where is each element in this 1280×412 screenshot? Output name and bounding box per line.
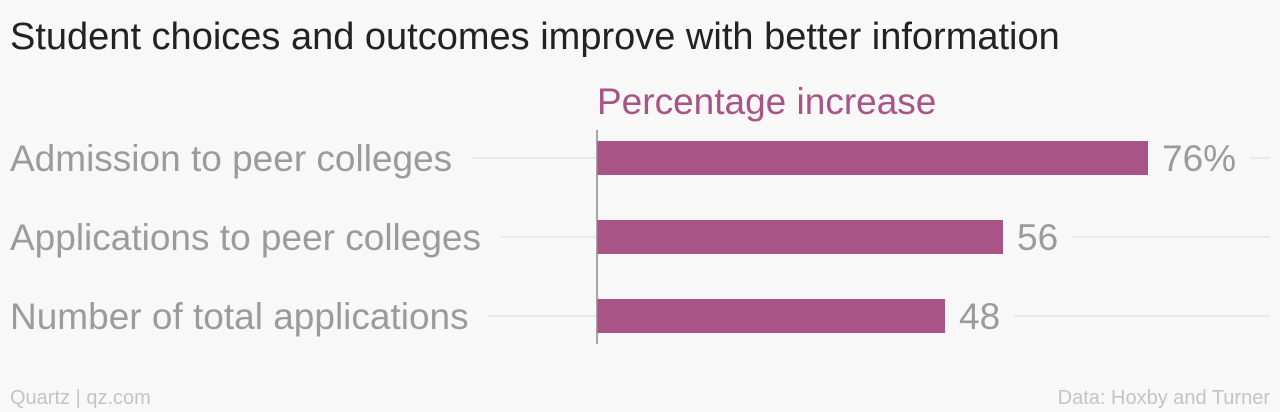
data-label: 56 (1017, 217, 1058, 258)
category-label: Number of total applications (10, 296, 469, 337)
bars-group (597, 141, 1148, 333)
bar (597, 141, 1148, 175)
bar (597, 220, 1003, 254)
category-label: Applications to peer colleges (10, 217, 481, 258)
data-label: 48 (959, 296, 1000, 337)
source-credit: Quartz | qz.com (10, 387, 151, 409)
bar (597, 299, 945, 333)
category-label: Admission to peer colleges (10, 138, 452, 179)
chart-title: Student choices and outcomes improve wit… (10, 16, 1060, 58)
category-labels: Admission to peer colleges Applications t… (10, 138, 481, 337)
gridlines (472, 157, 1270, 317)
data-source: Data: Hoxby and Turner (1058, 387, 1271, 409)
value-axis-label: Percentage increase (597, 81, 936, 122)
data-label: 76% (1162, 138, 1236, 179)
data-labels: 76% 56 48 (959, 138, 1236, 337)
